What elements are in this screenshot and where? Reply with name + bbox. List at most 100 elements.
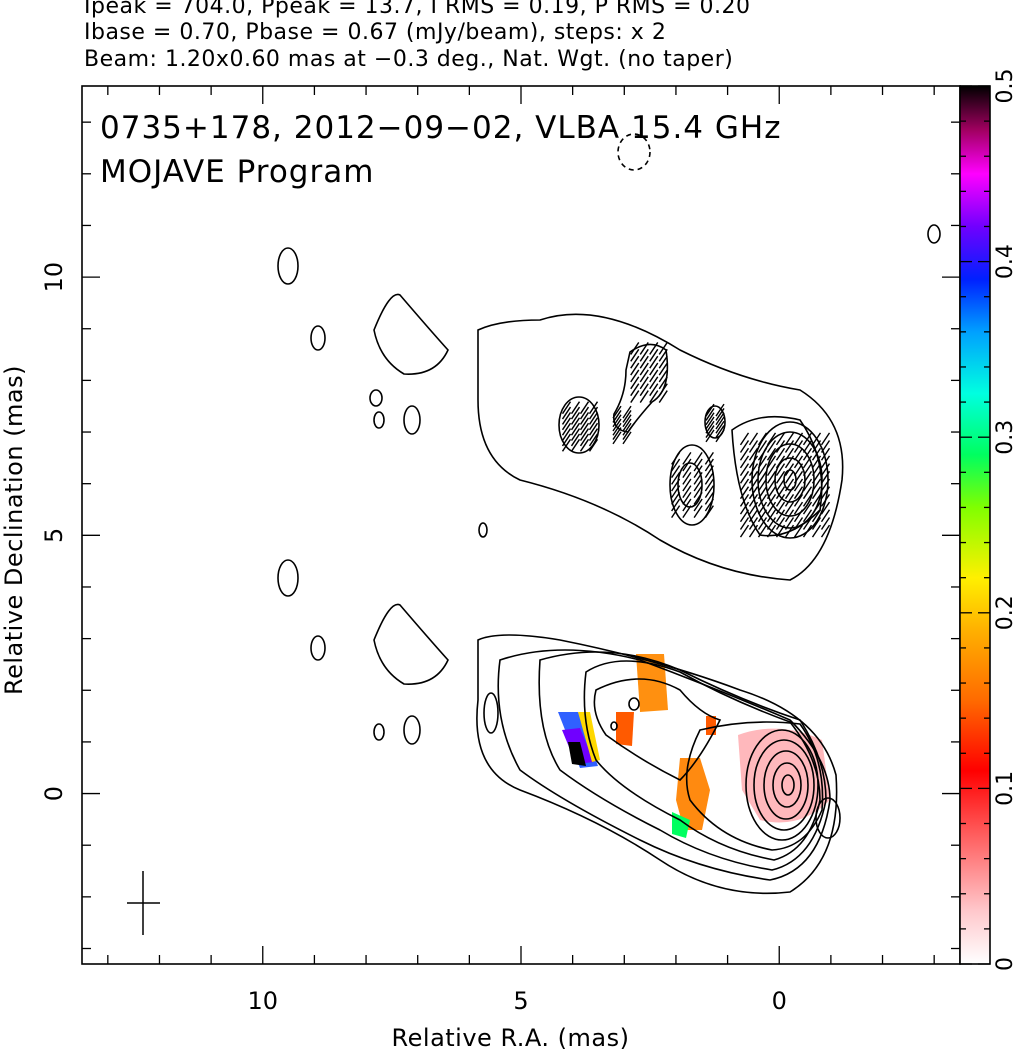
colorbar-tick-label: 0.3 [993, 420, 1018, 455]
evpa-vector [561, 412, 572, 425]
evpa-vector [775, 432, 786, 446]
evpa-vector [693, 478, 703, 492]
evpa-vector [622, 405, 632, 419]
evpa-vector [570, 438, 581, 452]
evpa-vector [775, 440, 786, 453]
evpa-vector [579, 417, 590, 431]
evpa-vector [802, 463, 813, 477]
evpa-vector [766, 432, 777, 446]
evpa-vector [811, 486, 822, 500]
evpa-vector [784, 470, 795, 484]
evpa-vector [748, 478, 759, 492]
evpa-vector [748, 524, 759, 538]
evpa-vector [570, 412, 581, 425]
evpa-vector [784, 440, 795, 453]
evpa-vector [570, 428, 581, 441]
evpa-vector [757, 455, 768, 469]
header-line-1: Ipeak = 704.0, Ppeak = 13.7, I RMS = 0.1… [84, 0, 751, 19]
evpa-vector [705, 403, 715, 417]
evpa-vector [671, 471, 681, 485]
evpa-vector [820, 455, 831, 469]
evpa-vector [612, 422, 622, 436]
evpa-vector [802, 501, 813, 515]
evpa-vector [784, 463, 795, 477]
evpa-vector [622, 418, 632, 432]
evpa-vector [588, 438, 599, 452]
header-line-2: Ibase = 0.70, Pbase = 0.67 (mJy/beam), s… [84, 20, 667, 45]
evpa-vector [766, 478, 777, 492]
evpa-vector [612, 405, 622, 419]
evpa-vector [757, 432, 768, 446]
program-label: MOJAVE Program [100, 154, 375, 190]
evpa-vector [811, 440, 822, 453]
evpa-vector [639, 362, 649, 376]
evpa-vector [748, 470, 759, 484]
evpa-vector [784, 432, 795, 446]
evpa-vector [820, 478, 831, 492]
evpa-vector [775, 470, 786, 484]
evpa-vector [757, 478, 768, 492]
evpa-vector [775, 478, 786, 492]
colorbar-tick-label: 0.2 [993, 595, 1018, 630]
evpa-vector [588, 433, 599, 447]
y-axis-label: Relative Declination (mas) [0, 364, 28, 696]
evpa-vector [579, 422, 590, 436]
evpa-vector [802, 524, 813, 538]
evpa-vector [757, 463, 768, 477]
evpa-vector [811, 463, 822, 477]
evpa-vector [793, 463, 804, 477]
evpa-vector [630, 383, 640, 397]
evpa-vector [579, 428, 590, 441]
colorbar-tick-label: 0.1 [993, 771, 1018, 806]
evpa-vector [739, 470, 750, 484]
evpa-vector [766, 524, 777, 538]
evpa-vector [784, 509, 795, 523]
evpa-vector [784, 517, 795, 530]
evpa-vector [682, 478, 692, 492]
source-title: 0735+178, 2012−09−02, VLBA 15.4 GHz [100, 110, 782, 146]
evpa-vector [671, 505, 681, 519]
evpa-vector [588, 406, 599, 420]
evpa-vector [704, 458, 714, 472]
evpa-vector [766, 455, 777, 469]
evpa-vector [802, 455, 813, 469]
evpa-vector [739, 501, 750, 515]
evpa-vector [658, 342, 668, 355]
evpa-vector [622, 431, 632, 445]
evpa-vector [639, 342, 649, 355]
evpa-vector [802, 509, 813, 523]
evpa-vector [671, 465, 681, 479]
fractional-polarization-map [558, 654, 830, 838]
colorbar-tick-label: 0.4 [993, 244, 1018, 279]
evpa-vector [630, 348, 640, 362]
evpa-vector [802, 517, 813, 530]
evpa-vector [748, 493, 759, 507]
evpa-vector [693, 465, 703, 479]
y-tick-label: 0 [40, 786, 68, 801]
evpa-vector [630, 369, 640, 383]
evpa-vector [612, 414, 622, 428]
evpa-vector [639, 369, 649, 383]
evpa-vector [739, 478, 750, 492]
evpa-vector [649, 342, 659, 355]
evpa-vector [802, 478, 813, 492]
evpa-vector [704, 471, 714, 485]
polarization-vectors [561, 342, 831, 538]
evpa-vector [682, 505, 692, 519]
evpa-vector [588, 422, 599, 436]
evpa-vector [715, 412, 725, 426]
evpa-vector [682, 471, 692, 485]
evpa-vector [766, 509, 777, 523]
evpa-vector [748, 447, 759, 461]
evpa-vector [693, 458, 703, 472]
evpa-vector [820, 509, 831, 523]
evpa-vector [639, 390, 649, 403]
evpa-vector [682, 451, 692, 465]
evpa-vector [561, 406, 572, 420]
evpa-vector [579, 433, 590, 447]
evpa-vector [649, 390, 659, 403]
evpa-vector [748, 501, 759, 515]
evpa-vector [766, 447, 777, 461]
evpa-vector [658, 383, 668, 397]
evpa-vector [766, 486, 777, 500]
